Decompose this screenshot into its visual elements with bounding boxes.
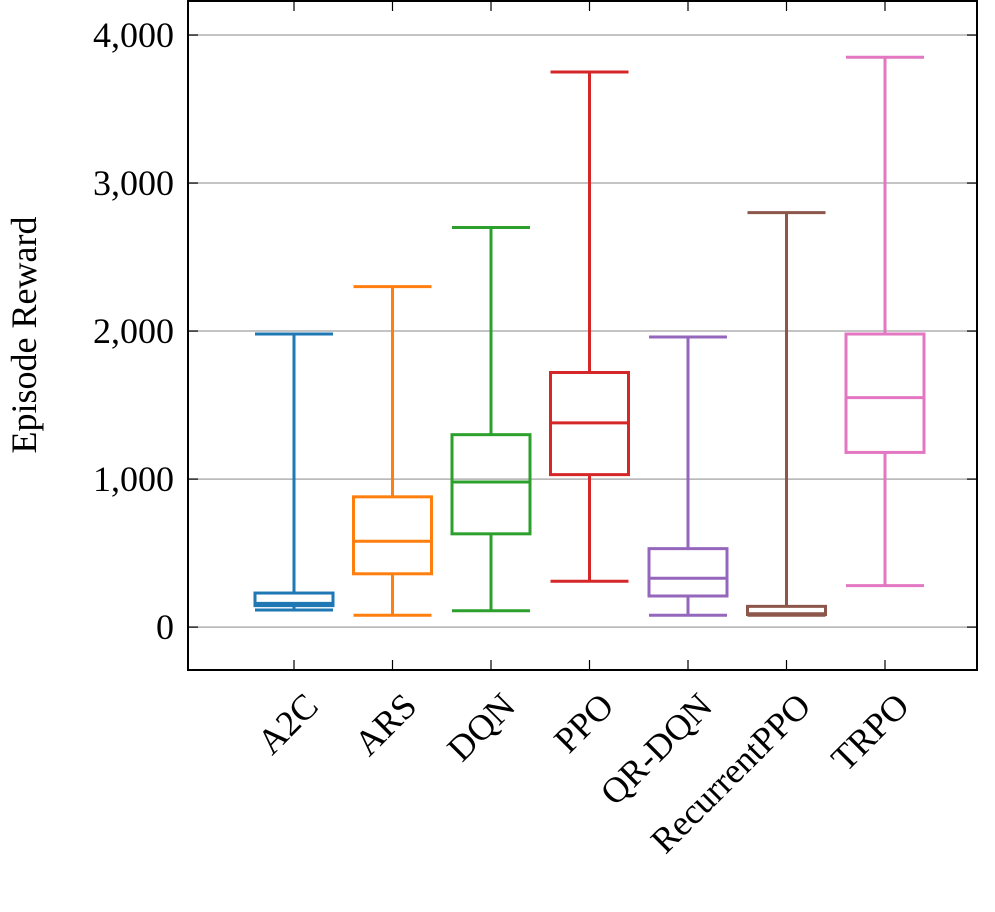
y-axis-label: Episode Reward [4, 217, 44, 454]
x-tick-label: ARS [346, 685, 424, 763]
x-tick-label: PPO [546, 685, 621, 760]
x-tick-label: A2C [249, 685, 325, 761]
box [647, 547, 729, 598]
box [352, 495, 433, 576]
box [450, 433, 532, 536]
y-tick-label: 4,000 [93, 15, 174, 55]
y-tick-label: 2,000 [93, 311, 174, 351]
y-tick-label: 3,000 [93, 163, 174, 203]
y-tick-label: 1,000 [93, 459, 174, 499]
plot-frame [187, 0, 978, 671]
x-tick-label: TRPO [823, 685, 916, 778]
box [844, 332, 926, 454]
y-tick-label: 0 [156, 607, 174, 647]
box [253, 591, 335, 608]
x-tick-label: DQN [439, 685, 522, 768]
